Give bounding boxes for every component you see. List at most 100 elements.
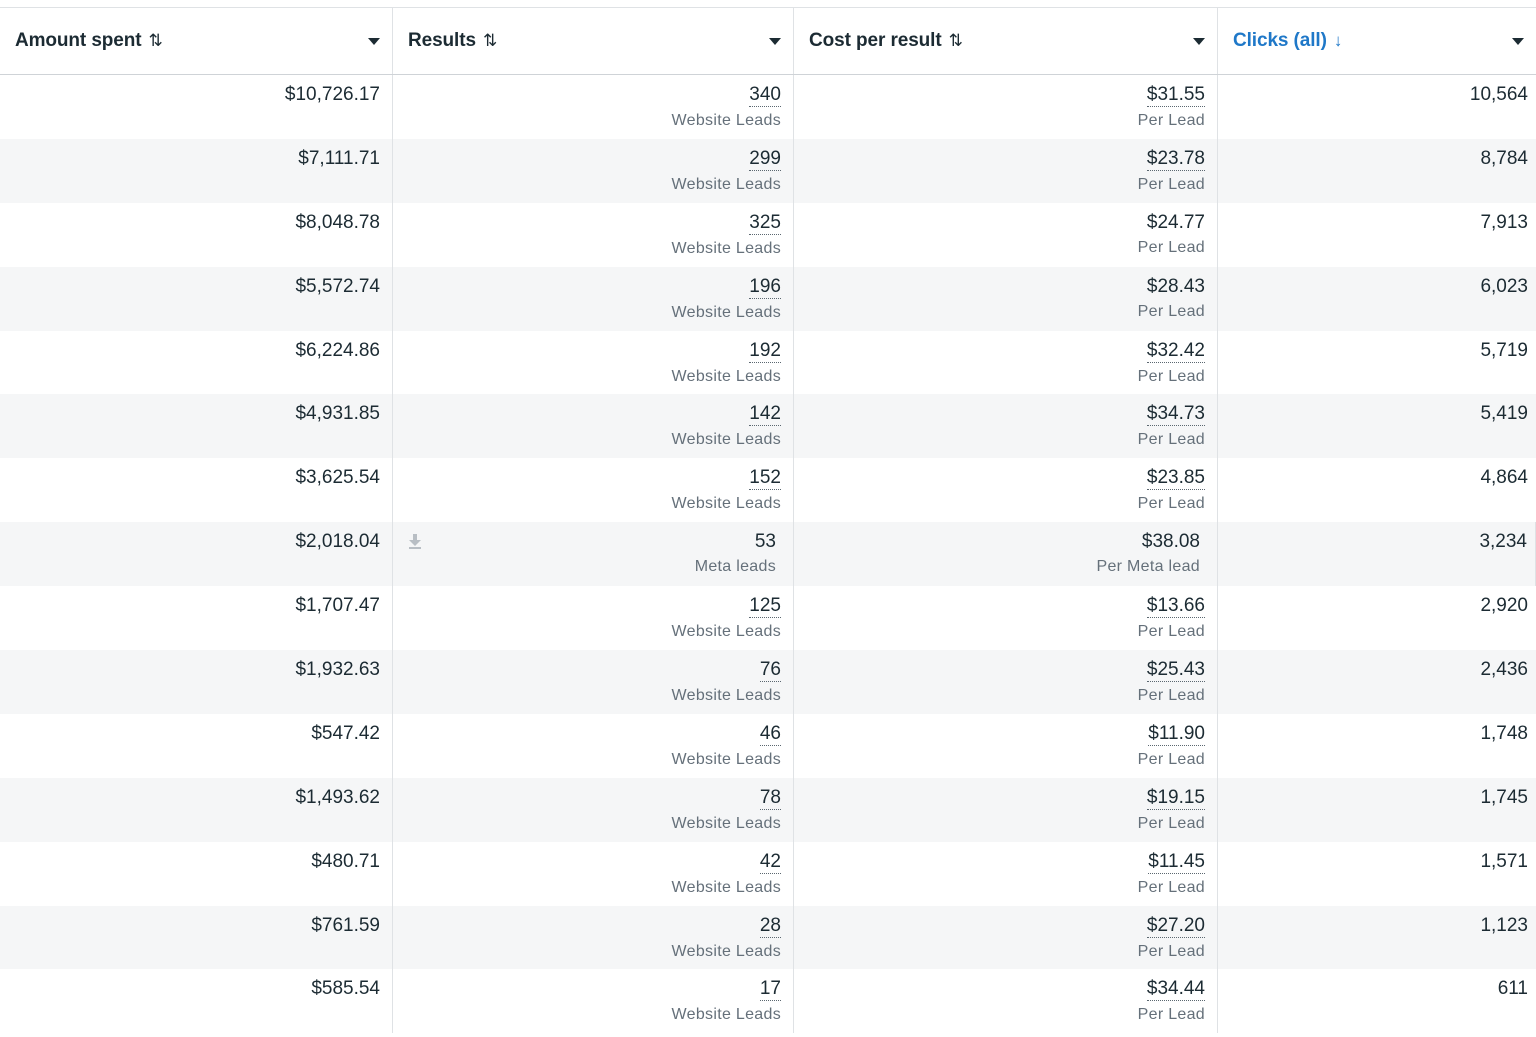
cost-per-result-value[interactable]: $23.85 [1146, 467, 1205, 491]
amount-spent-value: $6,224.86 [295, 339, 380, 361]
results-value[interactable]: 42 [759, 850, 781, 874]
results-value[interactable]: 78 [759, 786, 781, 810]
table-row[interactable]: $2,018.04 53 Meta leads $38.08 Per Meta lead… [0, 522, 1536, 587]
results-value[interactable]: 340 [749, 84, 781, 107]
cost-per-result-stack: $13.66 Per Lead [1138, 595, 1205, 641]
cell-results: 152 Website Leads [393, 458, 794, 523]
results-type-label: Website Leads [671, 239, 781, 257]
clicks-all-value: 3,234 [1479, 531, 1527, 553]
results-value[interactable]: 53 [754, 531, 776, 553]
results-stack: 299 Website Leads [672, 148, 781, 194]
cost-per-result-label: Per Lead [1137, 942, 1205, 960]
cost-per-result-label: Per Lead [1137, 112, 1205, 129]
column-header-cost-per-result[interactable]: Cost per result ⇅ [794, 8, 1218, 74]
cell-results: 142 Website Leads [393, 394, 794, 459]
amount-spent-value: $480.71 [311, 850, 380, 872]
cell-clicks-all: 3,234 [1218, 522, 1536, 587]
cost-per-result-value[interactable]: $24.77 [1146, 211, 1205, 233]
cell-amount-spent: $480.71 [0, 841, 393, 906]
cost-per-result-stack: $34.73 Per Lead [1138, 403, 1205, 449]
results-value[interactable]: 142 [749, 403, 781, 427]
results-stack: 42 Website Leads [672, 851, 781, 897]
clicks-all-value: 10,564 [1469, 84, 1528, 105]
cell-amount-spent: $2,018.04 [0, 522, 393, 587]
table-row[interactable]: $1,707.47 125 Website Leads $13.66 Per Lead 2… [0, 586, 1536, 651]
table-row[interactable]: $547.42 46 Website Leads $11.90 Per Lead 1,74… [0, 713, 1536, 778]
cost-per-result-value[interactable]: $38.08 [1141, 531, 1200, 553]
dropdown-caret-icon[interactable] [368, 38, 380, 45]
table-row[interactable]: $480.71 42 Website Leads $11.45 Per Lead 1,57… [0, 841, 1536, 906]
clicks-all-value: 7,913 [1480, 211, 1528, 233]
cost-per-result-label: Per Lead [1137, 750, 1205, 768]
column-header-results[interactable]: Results ⇅ [393, 8, 794, 74]
table-row[interactable]: $8,048.78 325 Website Leads $24.77 Per Lead 7… [0, 202, 1536, 267]
sort-descending-icon[interactable]: ↓ [1333, 31, 1343, 50]
cell-results: 78 Website Leads [393, 777, 794, 842]
download-icon[interactable] [408, 534, 422, 550]
cost-per-result-value[interactable]: $13.66 [1146, 595, 1205, 619]
table-row[interactable]: $1,493.62 78 Website Leads $19.15 Per Lead 1,… [0, 777, 1536, 842]
results-type-label: Website Leads [671, 431, 781, 449]
cost-per-result-value[interactable]: $19.15 [1146, 786, 1205, 810]
table-row[interactable]: $5,572.74 196 Website Leads $28.43 Per Lead 6… [0, 266, 1536, 331]
dropdown-caret-icon[interactable] [1193, 38, 1205, 45]
results-value[interactable]: 28 [759, 914, 781, 938]
results-value[interactable]: 125 [749, 595, 781, 619]
cell-results: 28 Website Leads [393, 905, 794, 970]
sort-both-icon[interactable]: ⇅ [482, 31, 498, 50]
cost-per-result-value[interactable]: $28.43 [1146, 275, 1205, 297]
results-value[interactable]: 196 [749, 275, 781, 299]
results-stack: 78 Website Leads [672, 787, 781, 833]
dropdown-caret-icon[interactable] [1512, 38, 1524, 45]
table-row[interactable]: $3,625.54 152 Website Leads $23.85 Per Lead 4… [0, 458, 1536, 523]
results-value[interactable]: 46 [759, 722, 781, 746]
cost-per-result-value[interactable]: $27.20 [1146, 914, 1205, 938]
cost-per-result-value[interactable]: $34.73 [1146, 403, 1205, 427]
cell-clicks-all: 10,564 [1218, 75, 1536, 139]
table-row[interactable]: $6,224.86 192 Website Leads $32.42 Per Lead 5… [0, 330, 1536, 395]
cost-per-result-value[interactable]: $11.90 [1148, 722, 1205, 746]
cell-clicks-all: 8,784 [1218, 139, 1536, 203]
column-header-amount-spent[interactable]: Amount spent ⇅ [0, 8, 393, 74]
cost-per-result-value[interactable]: $25.43 [1146, 659, 1205, 683]
cell-cost-per-result: $11.90 Per Lead [794, 713, 1218, 778]
results-value[interactable]: 76 [759, 659, 781, 683]
clicks-all-value: 2,920 [1480, 595, 1528, 617]
results-value[interactable]: 192 [749, 339, 781, 363]
table-row[interactable]: $4,931.85 142 Website Leads $34.73 Per Lead 5… [0, 394, 1536, 459]
cost-per-result-value[interactable]: $34.44 [1146, 978, 1205, 1002]
table-row[interactable]: $7,111.71 299 Website Leads $23.78 Per Lead 8… [0, 138, 1536, 203]
cell-cost-per-result: $34.44 Per Lead [794, 969, 1218, 1034]
table-row[interactable]: $1,932.63 76 Website Leads $25.43 Per Lead 2,… [0, 650, 1536, 714]
results-value[interactable]: 325 [749, 211, 781, 235]
cost-per-result-value[interactable]: $31.55 [1146, 84, 1205, 107]
column-header-clicks-all[interactable]: Clicks (all) ↓ [1218, 8, 1536, 74]
results-value[interactable]: 299 [749, 147, 781, 171]
sort-both-icon[interactable]: ⇅ [148, 31, 163, 50]
table-row[interactable]: $761.59 28 Website Leads $27.20 Per Lead 1,12… [0, 905, 1536, 970]
dropdown-caret-icon[interactable] [769, 38, 781, 45]
results-type-label: Website Leads [671, 878, 781, 896]
cost-per-result-stack: $11.90 Per Lead [1138, 723, 1205, 769]
amount-spent-value: $3,625.54 [295, 467, 380, 489]
cost-per-result-label: Per Lead [1137, 431, 1205, 449]
results-type-label: Website Leads [671, 495, 781, 513]
results-stack: 125 Website Leads [672, 595, 781, 641]
results-stack: 17 Website Leads [672, 978, 781, 1024]
table-row[interactable]: $585.54 17 Website Leads $34.44 Per Lead 611 [0, 969, 1536, 1034]
sort-both-icon[interactable]: ⇅ [948, 31, 963, 50]
results-type-label: Website Leads [671, 687, 781, 705]
results-stack: 46 Website Leads [672, 723, 781, 769]
cell-amount-spent: $10,726.17 [0, 75, 393, 139]
results-value[interactable]: 152 [749, 467, 781, 491]
table-row[interactable]: $10,726.17 340 Website Leads $31.55 Per Lead… [0, 75, 1536, 139]
results-type-label: Meta leads [694, 558, 776, 576]
cost-per-result-label: Per Lead [1137, 1006, 1205, 1024]
cost-per-result-value[interactable]: $23.78 [1146, 147, 1205, 171]
results-value[interactable]: 17 [759, 978, 781, 1002]
cell-results: 46 Website Leads [393, 713, 794, 778]
cost-per-result-value[interactable]: $32.42 [1146, 339, 1205, 363]
cell-amount-spent: $8,048.78 [0, 202, 393, 267]
cost-per-result-value[interactable]: $11.45 [1148, 850, 1205, 874]
cell-clicks-all: 611 [1218, 969, 1536, 1033]
